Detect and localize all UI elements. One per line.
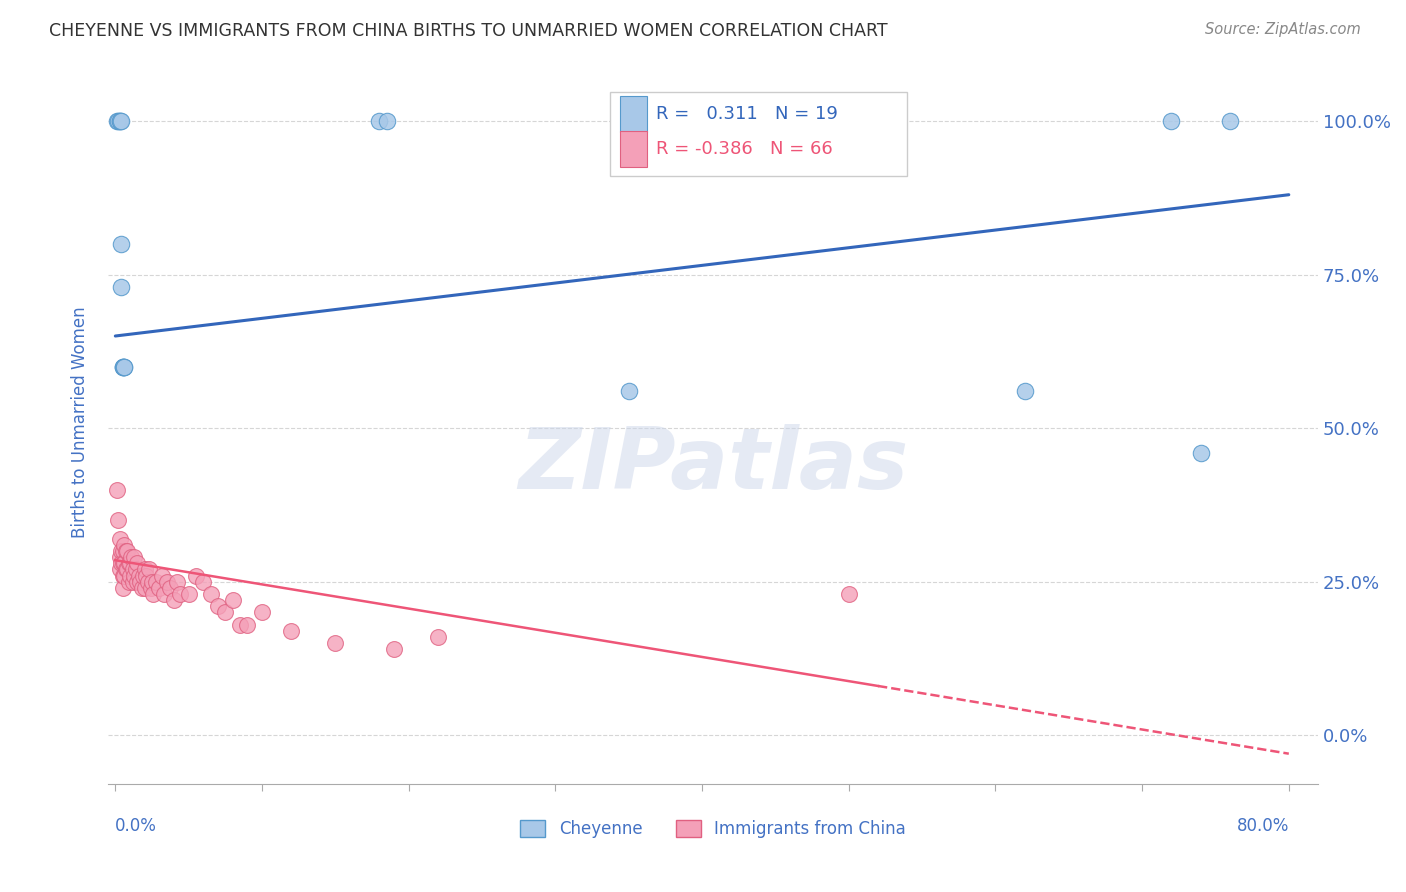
Point bbox=[112, 556, 135, 570]
Point bbox=[111, 568, 134, 582]
Text: CHEYENNE VS IMMIGRANTS FROM CHINA BIRTHS TO UNMARRIED WOMEN CORRELATION CHART: CHEYENNE VS IMMIGRANTS FROM CHINA BIRTHS… bbox=[49, 22, 887, 40]
Point bbox=[111, 544, 134, 558]
Point bbox=[110, 556, 132, 570]
Point bbox=[129, 574, 152, 589]
Point bbox=[135, 568, 157, 582]
Text: ZIPatlas: ZIPatlas bbox=[517, 424, 908, 507]
Point bbox=[124, 550, 146, 565]
Point bbox=[127, 574, 149, 589]
Point bbox=[838, 587, 860, 601]
Point bbox=[131, 581, 153, 595]
Point bbox=[1189, 446, 1212, 460]
Point bbox=[163, 593, 186, 607]
Point bbox=[117, 556, 139, 570]
Point bbox=[375, 114, 398, 128]
Point bbox=[122, 574, 145, 589]
Point bbox=[141, 574, 163, 589]
Point bbox=[156, 574, 179, 589]
Point bbox=[110, 236, 132, 251]
Point bbox=[107, 114, 129, 128]
Point bbox=[169, 587, 191, 601]
Point bbox=[124, 568, 146, 582]
Point bbox=[134, 562, 156, 576]
Point bbox=[250, 606, 273, 620]
Point bbox=[112, 359, 135, 374]
Point bbox=[110, 114, 132, 128]
Point bbox=[105, 483, 128, 497]
Point bbox=[107, 513, 129, 527]
Point bbox=[132, 568, 155, 582]
Point bbox=[111, 359, 134, 374]
Point bbox=[112, 568, 135, 582]
Point bbox=[368, 114, 391, 128]
Point bbox=[125, 562, 148, 576]
Point bbox=[221, 593, 243, 607]
Point bbox=[110, 280, 132, 294]
Point bbox=[117, 574, 139, 589]
Point bbox=[108, 562, 131, 576]
Point bbox=[1160, 114, 1182, 128]
Point bbox=[111, 359, 134, 374]
Point bbox=[108, 550, 131, 565]
Text: R = -0.386   N = 66: R = -0.386 N = 66 bbox=[657, 140, 832, 158]
Point bbox=[111, 359, 134, 374]
Point bbox=[136, 574, 159, 589]
Point bbox=[127, 556, 149, 570]
Point bbox=[108, 114, 131, 128]
Point bbox=[111, 581, 134, 595]
Point bbox=[120, 550, 142, 565]
Point bbox=[108, 532, 131, 546]
Y-axis label: Births to Unmarried Women: Births to Unmarried Women bbox=[72, 306, 89, 538]
Point bbox=[148, 581, 170, 595]
FancyBboxPatch shape bbox=[610, 92, 907, 176]
Bar bbox=[620, 95, 647, 132]
Point bbox=[115, 544, 138, 558]
Point bbox=[193, 574, 215, 589]
Point bbox=[325, 636, 347, 650]
Point bbox=[112, 359, 135, 374]
Point bbox=[617, 384, 640, 399]
Point bbox=[229, 617, 252, 632]
Point bbox=[150, 568, 173, 582]
Point bbox=[184, 568, 207, 582]
Bar bbox=[620, 130, 647, 167]
Point bbox=[111, 556, 134, 570]
Point bbox=[108, 114, 131, 128]
Point bbox=[177, 587, 200, 601]
Point bbox=[118, 568, 141, 582]
Point bbox=[427, 630, 450, 644]
Point bbox=[207, 599, 229, 614]
Point bbox=[1219, 114, 1241, 128]
Point bbox=[122, 562, 145, 576]
Point bbox=[1014, 384, 1036, 399]
Point bbox=[134, 581, 156, 595]
Point bbox=[280, 624, 302, 638]
Text: R =   0.311   N = 19: R = 0.311 N = 19 bbox=[657, 105, 838, 123]
Point bbox=[110, 544, 132, 558]
Point bbox=[142, 587, 165, 601]
Point bbox=[138, 562, 160, 576]
Point bbox=[128, 568, 150, 582]
Point bbox=[139, 581, 162, 595]
Point bbox=[214, 606, 236, 620]
Point bbox=[114, 544, 136, 558]
Point bbox=[114, 562, 136, 576]
Point bbox=[118, 556, 141, 570]
Text: Source: ZipAtlas.com: Source: ZipAtlas.com bbox=[1205, 22, 1361, 37]
Text: 80.0%: 80.0% bbox=[1236, 817, 1289, 835]
Point bbox=[112, 538, 135, 552]
Point bbox=[115, 562, 138, 576]
Point bbox=[159, 581, 181, 595]
Point bbox=[236, 617, 259, 632]
Point bbox=[166, 574, 188, 589]
Text: 0.0%: 0.0% bbox=[115, 817, 157, 835]
Point bbox=[200, 587, 222, 601]
Point bbox=[145, 574, 167, 589]
Point bbox=[152, 587, 174, 601]
Point bbox=[382, 642, 405, 657]
Point bbox=[105, 114, 128, 128]
Legend: Cheyenne, Immigrants from China: Cheyenne, Immigrants from China bbox=[513, 814, 912, 845]
